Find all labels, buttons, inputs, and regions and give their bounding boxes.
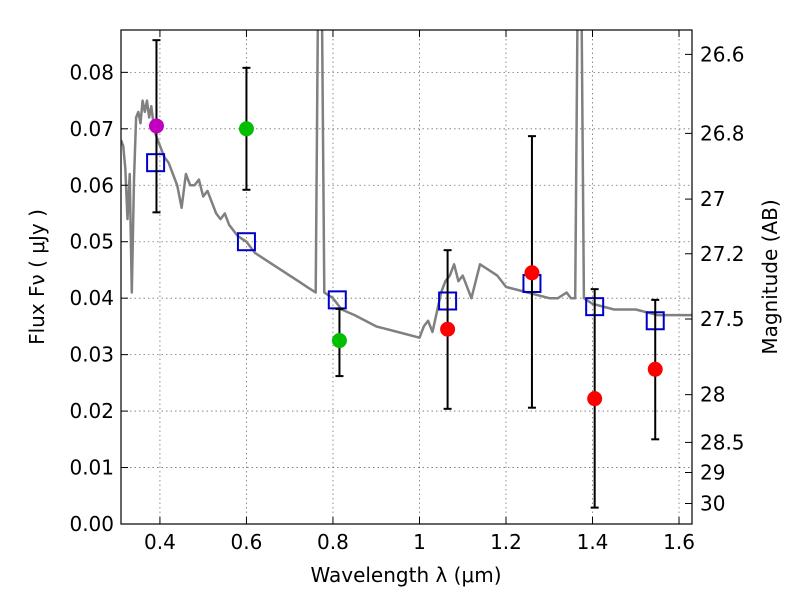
plot-frame (120, 29, 693, 525)
y-tick-label: 0.00 (69, 512, 114, 536)
y-axis-ticks: 0.00 0.01 0.02 0.03 0.04 0.05 0.06 0.07 0.08 (69, 60, 128, 536)
x-tick-label: 0.6 (231, 530, 263, 554)
observed-point (524, 265, 540, 281)
observed-point (440, 321, 456, 337)
model-sed-line (121, 30, 692, 339)
x-tick-label: 1.6 (663, 530, 695, 554)
x-tick-label: 1.2 (490, 530, 522, 554)
x-tick-label: 0.4 (144, 530, 176, 554)
y-axis-label: Flux Fν ( μJy ) (25, 209, 49, 345)
observed-point (148, 118, 164, 134)
y-tick-label: 0.05 (69, 230, 114, 254)
model-line-layer (121, 30, 692, 339)
observed-point (587, 391, 603, 407)
y2-tick-label: 29 (700, 461, 725, 485)
synthetic-point (236, 232, 256, 252)
y2-tick-label: 28 (700, 383, 725, 407)
y2-tick-label: 26.8 (700, 121, 745, 145)
observed-point (331, 333, 347, 349)
x-tick-label: 1 (413, 530, 426, 554)
y2-tick-label: 26.6 (700, 42, 745, 66)
observed-point (238, 121, 254, 137)
y-tick-label: 0.01 (69, 456, 114, 480)
y-tick-label: 0.02 (69, 399, 114, 423)
y2-tick-label: 30 (700, 492, 725, 516)
y2-axis-label: Magnitude (AB) (758, 199, 782, 354)
x-tick-label: 0.8 (317, 530, 349, 554)
y2-tick-label: 27 (700, 187, 725, 211)
y-tick-label: 0.07 (69, 117, 114, 141)
y-tick-label: 0.03 (69, 343, 114, 367)
y2-tick-label: 27.5 (700, 307, 745, 331)
y-tick-label: 0.08 (69, 60, 114, 84)
y2-tick-label: 28.5 (700, 430, 745, 454)
y-tick-label: 0.04 (69, 286, 114, 310)
x-tick-label: 1.4 (577, 530, 609, 554)
x-axis-ticks: 0.4 0.6 0.8 1 1.2 1.4 1.6 (144, 30, 695, 554)
y2-axis-ticks: 26.6 26.8 27 27.2 27.5 28 28.5 29 30 (685, 42, 745, 516)
y-tick-label: 0.06 (69, 173, 114, 197)
observed-photometry-layer (148, 118, 663, 407)
observed-point (647, 361, 663, 377)
x-axis-label: Wavelength λ (μm) (310, 563, 501, 587)
y2-tick-label: 27.2 (700, 242, 745, 266)
